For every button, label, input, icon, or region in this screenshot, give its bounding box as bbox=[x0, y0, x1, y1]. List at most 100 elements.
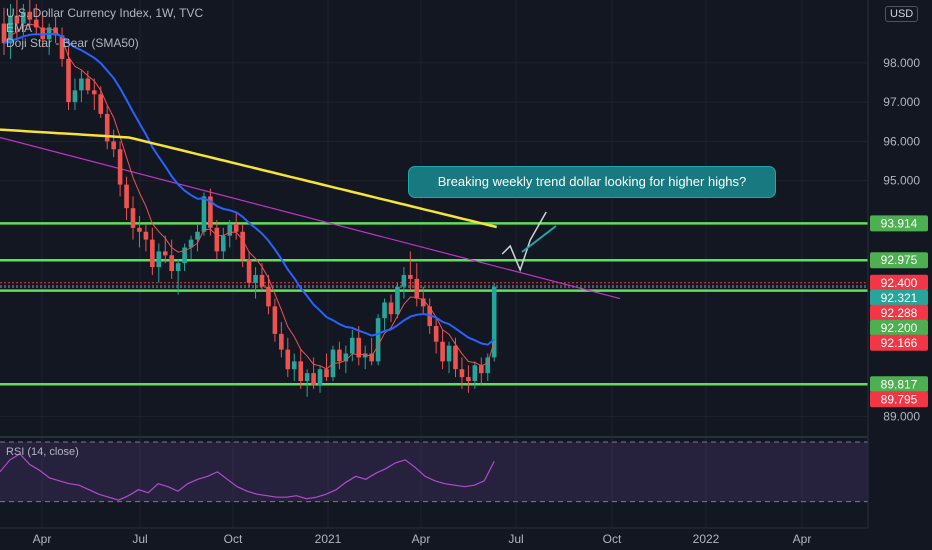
candle-body bbox=[227, 223, 233, 236]
candle-body bbox=[382, 302, 387, 319]
candle-body bbox=[395, 286, 400, 315]
price-label-text: 89.795 bbox=[881, 392, 918, 406]
pattern-label[interactable]: Doji Star - Bear (SMA50) bbox=[6, 36, 139, 50]
moving-averages bbox=[0, 23, 557, 370]
y-tick-label: 97.000 bbox=[883, 95, 920, 109]
candle-body bbox=[369, 353, 374, 362]
fast-ema-line bbox=[3, 23, 495, 370]
candle-body bbox=[111, 141, 116, 150]
ema-label[interactable]: EMA bbox=[6, 21, 33, 35]
candle-body bbox=[117, 149, 123, 185]
candle-body bbox=[53, 27, 58, 36]
candle-body bbox=[479, 365, 484, 374]
candle-body bbox=[337, 349, 342, 362]
candle-body bbox=[440, 341, 445, 362]
candles-group bbox=[1, 0, 497, 397]
horizontal-levels[interactable] bbox=[0, 222, 868, 386]
price-label-bg bbox=[870, 252, 928, 269]
candle-body bbox=[143, 231, 149, 240]
candle-body bbox=[175, 263, 181, 272]
candle-body bbox=[259, 274, 265, 287]
candle-body bbox=[214, 227, 220, 252]
y-tick-label: 95.000 bbox=[883, 174, 920, 188]
candle-body bbox=[162, 251, 168, 256]
ema-line bbox=[3, 32, 495, 346]
candle-body bbox=[1, 23, 7, 44]
price-label-bg bbox=[870, 334, 928, 351]
price-label-bg bbox=[870, 304, 928, 321]
currency-badge[interactable]: USD bbox=[885, 6, 919, 22]
candle-body bbox=[201, 196, 207, 232]
rsi-title[interactable]: RSI (14, close) bbox=[6, 446, 79, 458]
candle-body bbox=[104, 113, 110, 142]
rsi-pane: 60.0040.0020.00 bbox=[0, 436, 920, 524]
candle-body bbox=[324, 369, 329, 378]
candle-body bbox=[401, 274, 407, 287]
candle-body bbox=[266, 286, 271, 307]
x-tick-label: 2022 bbox=[693, 532, 720, 546]
candle-body bbox=[446, 345, 452, 362]
candle-body bbox=[304, 373, 310, 382]
candle-body bbox=[388, 302, 394, 315]
candle-body bbox=[291, 361, 297, 370]
candle-body bbox=[21, 11, 26, 24]
candle-body bbox=[414, 278, 420, 299]
trendline-group[interactable] bbox=[0, 136, 621, 300]
candle-body bbox=[14, 15, 20, 24]
candle-body bbox=[246, 259, 252, 283]
chart-legend: U.S. Dollar Currency Index, 1W, TVC EMA … bbox=[6, 6, 203, 51]
price-label-bg bbox=[870, 274, 928, 291]
x-tick-label: Jul bbox=[132, 532, 147, 546]
candle-body bbox=[350, 337, 355, 354]
y-tick-label: 98.000 bbox=[883, 56, 920, 70]
annotation-callout[interactable]: Breaking weekly trend dollar looking for… bbox=[408, 166, 776, 198]
candle-body bbox=[420, 298, 426, 307]
candle-body bbox=[79, 78, 84, 91]
candle-body bbox=[453, 345, 458, 370]
candle-body bbox=[130, 208, 136, 228]
price-label-bg bbox=[870, 391, 928, 408]
projection-arrow bbox=[501, 211, 547, 273]
candle-body bbox=[285, 349, 291, 370]
price-label-text: 92.321 bbox=[881, 291, 918, 305]
candle-body bbox=[317, 369, 323, 385]
price-label-text: 92.166 bbox=[881, 336, 918, 350]
x-tick-label: Jul bbox=[508, 532, 523, 546]
candle-body bbox=[66, 58, 71, 103]
x-tick-label: Apr bbox=[33, 532, 52, 546]
candle-body bbox=[188, 239, 194, 248]
candle-body bbox=[408, 274, 413, 279]
y-tick-label: 89.000 bbox=[883, 409, 920, 423]
sma50-line bbox=[0, 128, 497, 229]
price-label-text: 92.400 bbox=[881, 276, 918, 290]
candle-body bbox=[98, 94, 104, 114]
candle-body bbox=[466, 377, 471, 382]
y-tick-label: 96.000 bbox=[883, 134, 920, 148]
candle-body bbox=[233, 223, 239, 232]
x-tick-label: 2021 bbox=[315, 532, 342, 546]
symbol-title[interactable]: U.S. Dollar Currency Index, 1W, TVC bbox=[6, 6, 204, 20]
price-label-bg bbox=[870, 376, 928, 393]
candle-body bbox=[195, 231, 200, 240]
candle-body bbox=[59, 35, 65, 59]
candle-body bbox=[169, 255, 174, 272]
candle-body bbox=[85, 78, 91, 91]
x-tick-label: Apr bbox=[793, 532, 812, 546]
candle-body bbox=[375, 318, 381, 362]
x-tick-label: Apr bbox=[412, 532, 431, 546]
price-label-text: 92.975 bbox=[881, 253, 918, 267]
candle-body bbox=[433, 326, 439, 342]
candle-body bbox=[182, 247, 187, 264]
price-label-text: 89.817 bbox=[881, 377, 918, 391]
descending-trendline bbox=[0, 136, 621, 300]
price-label-bg bbox=[870, 215, 928, 232]
candle-body bbox=[272, 306, 278, 334]
candle-body bbox=[124, 184, 129, 209]
x-tick-label: Oct bbox=[603, 532, 622, 546]
candle-body bbox=[92, 90, 97, 95]
candle-body bbox=[279, 333, 284, 350]
candle-body bbox=[208, 196, 213, 228]
candle-body bbox=[472, 365, 478, 382]
